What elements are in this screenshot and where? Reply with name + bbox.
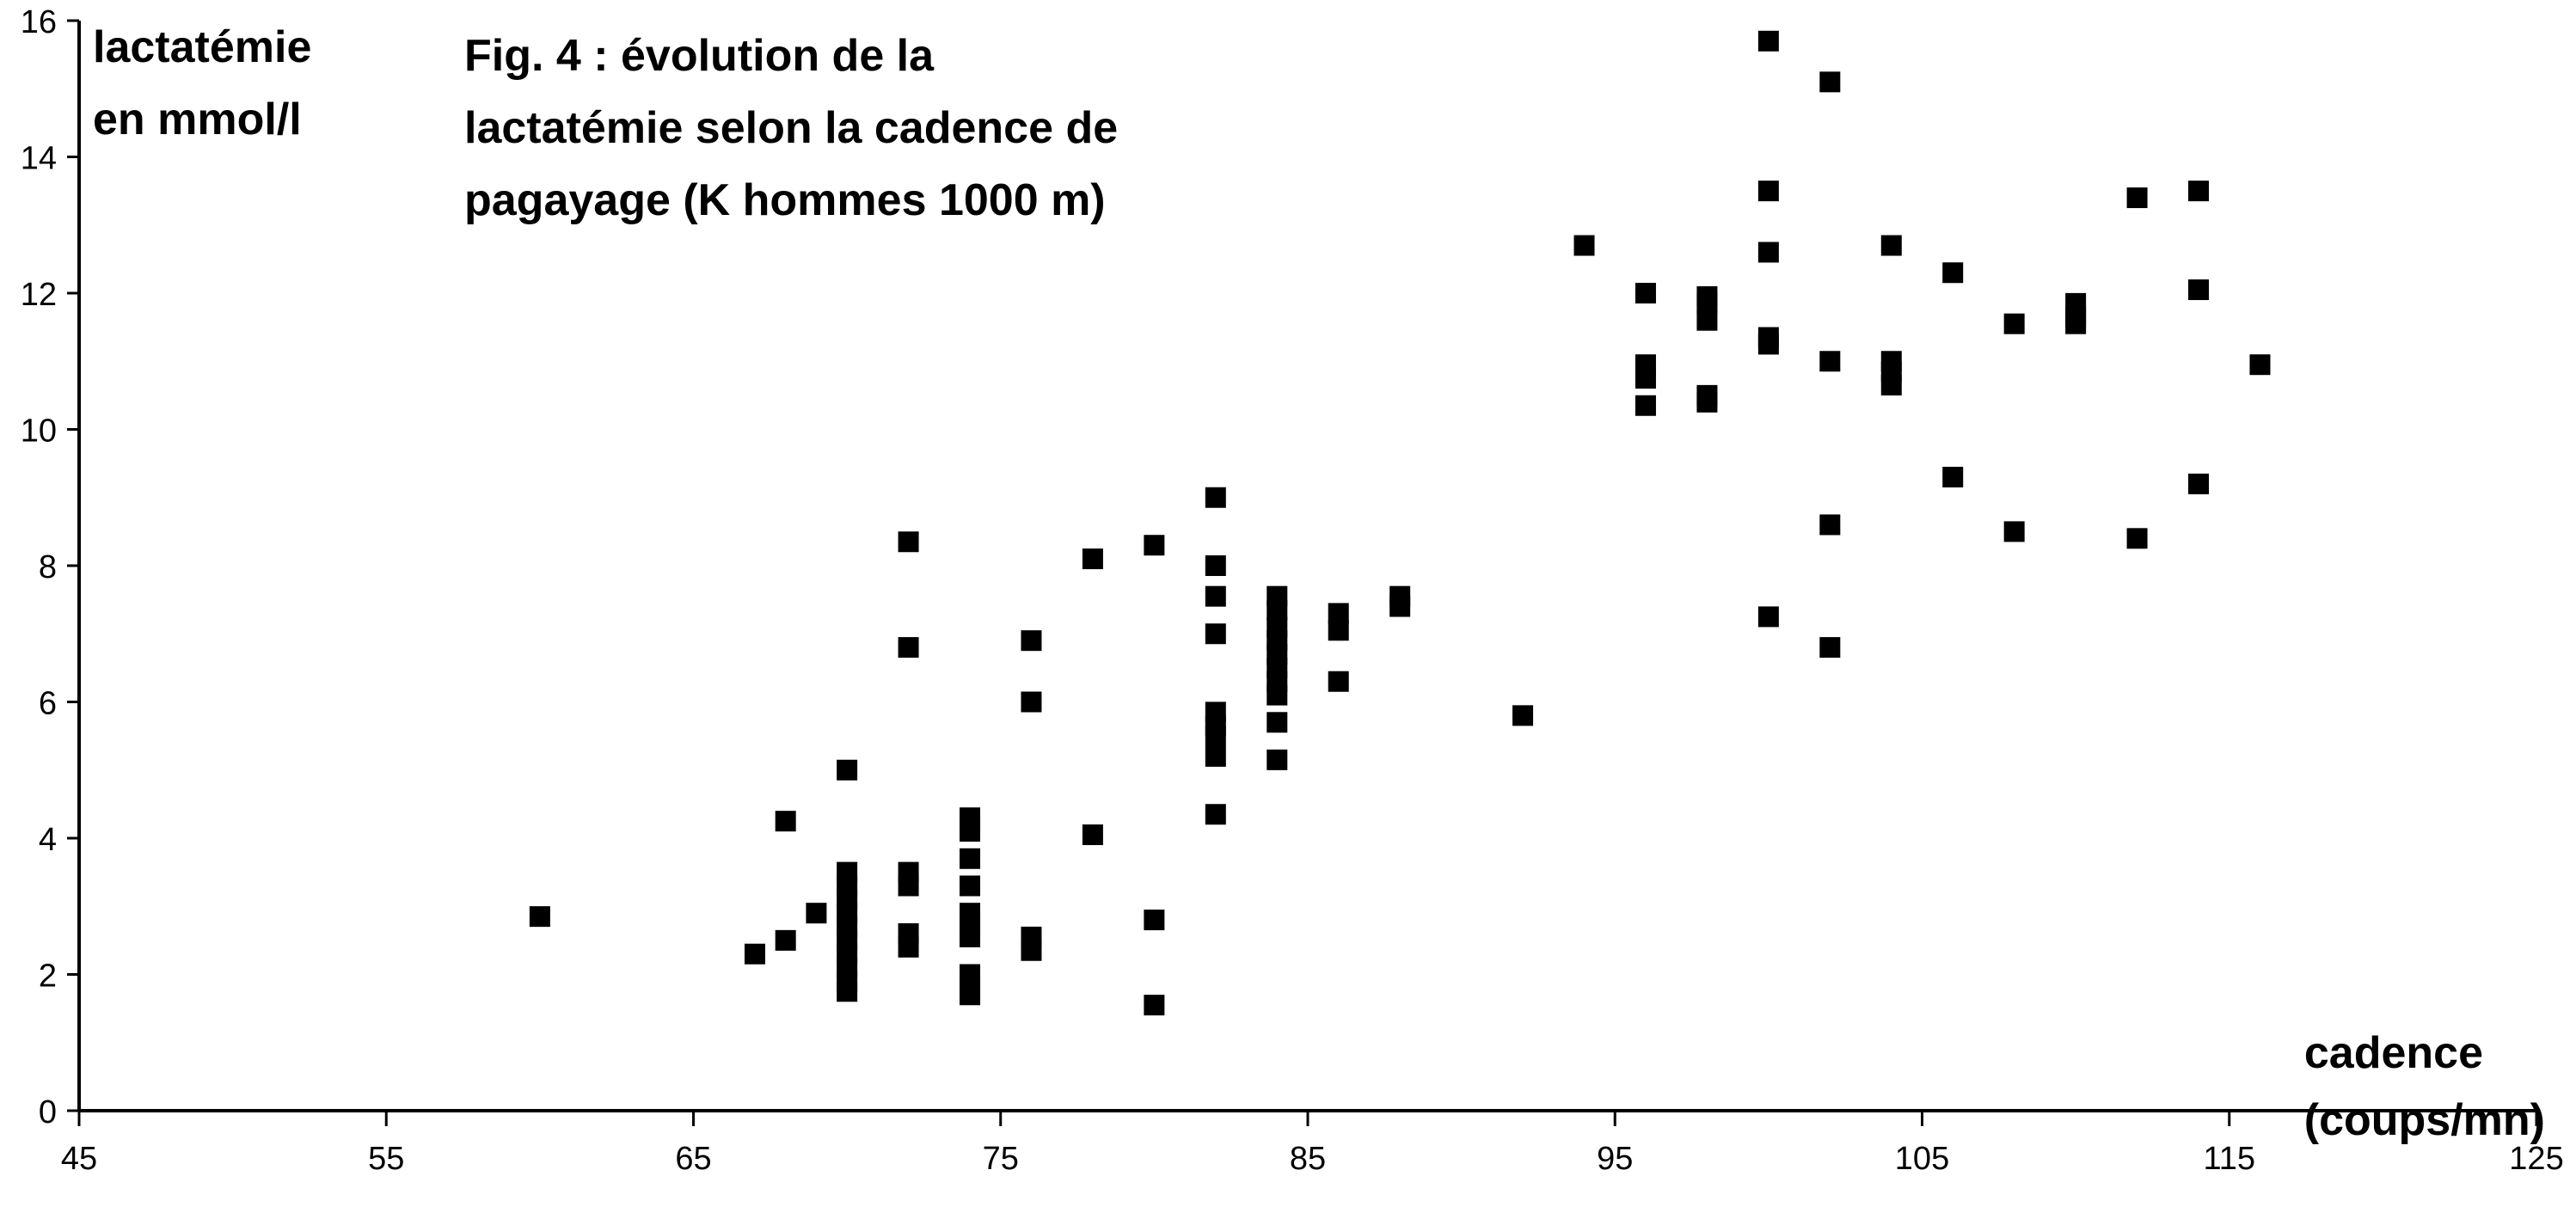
x-tick-label: 45 <box>61 1141 97 1177</box>
x-tick-label: 125 <box>2509 1141 2563 1177</box>
chart-title-line-1: Fig. 4 : évolution de la <box>464 31 935 81</box>
data-point <box>1819 351 1841 372</box>
data-point <box>2249 354 2271 376</box>
data-point <box>2126 187 2148 209</box>
data-point <box>898 875 919 897</box>
x-ticks: 45 55 65 75 85 95 105 115 125 <box>61 1111 2564 1177</box>
data-point <box>1267 712 1288 733</box>
data-point <box>1880 374 1902 395</box>
y-tick-label: 6 <box>39 686 57 722</box>
data-point <box>1021 940 1042 961</box>
data-point <box>1696 391 1718 413</box>
data-point <box>1267 749 1288 770</box>
x-axis-label-line-2: (coups/mn) <box>2304 1095 2545 1145</box>
data-point <box>1942 466 1964 487</box>
data-point <box>1819 71 1841 93</box>
data-point <box>837 759 858 781</box>
data-point <box>837 981 858 1002</box>
data-point <box>1757 242 1779 263</box>
data-point <box>1328 620 1349 641</box>
data-point <box>898 936 919 958</box>
data-point <box>806 903 827 924</box>
data-point <box>1267 684 1288 706</box>
x-tick-label: 75 <box>983 1141 1019 1177</box>
data-point <box>1205 623 1226 645</box>
data-point <box>775 929 796 951</box>
data-point <box>960 848 981 869</box>
y-tick-label: 10 <box>21 414 57 450</box>
data-point <box>1512 705 1534 726</box>
data-point <box>1205 745 1226 767</box>
data-point <box>2126 528 2148 549</box>
data-point <box>1205 726 1226 747</box>
data-point <box>960 821 981 842</box>
data-point <box>1757 30 1779 52</box>
data-point <box>1021 630 1042 652</box>
data-point <box>1205 585 1226 607</box>
data-point <box>2003 313 2025 334</box>
data-point <box>898 531 919 553</box>
data-point <box>1696 309 1718 331</box>
chart-title-line-3: pagayage (K hommes 1000 m) <box>464 175 1106 225</box>
data-point <box>1635 368 1656 389</box>
data-point <box>1635 283 1656 303</box>
data-point <box>1757 181 1779 202</box>
data-point <box>1757 334 1779 355</box>
data-point <box>960 984 981 1006</box>
data-point <box>1573 235 1595 256</box>
y-tick-label: 16 <box>21 4 57 40</box>
data-points <box>529 30 2271 1016</box>
y-tick-label: 2 <box>39 959 57 995</box>
x-tick-label: 85 <box>1290 1141 1326 1177</box>
x-tick-label: 65 <box>675 1141 711 1177</box>
data-point <box>960 875 981 897</box>
data-point <box>1819 514 1841 536</box>
data-point <box>1021 691 1042 713</box>
data-point <box>1082 824 1103 846</box>
data-point <box>2188 279 2210 301</box>
data-point <box>1144 535 1165 556</box>
data-point <box>1635 395 1656 416</box>
data-point <box>1082 548 1103 570</box>
data-point <box>1205 804 1226 825</box>
data-point <box>1328 671 1349 692</box>
data-point <box>960 926 981 947</box>
chart-title-line-2: lactatémie selon la cadence de <box>464 103 1118 153</box>
data-point <box>2188 473 2210 494</box>
data-point <box>529 906 550 928</box>
y-ticks: 0 2 4 6 8 10 12 14 16 <box>21 4 79 1130</box>
data-point <box>1144 910 1165 931</box>
data-point <box>1942 262 1964 284</box>
x-tick-label: 95 <box>1597 1141 1633 1177</box>
data-point <box>2065 313 2087 334</box>
y-tick-label: 8 <box>39 549 57 585</box>
data-point <box>1880 235 1902 256</box>
y-axis-label-line-1: lactatémie <box>93 22 311 72</box>
axes <box>77 21 2536 1112</box>
x-tick-label: 105 <box>1895 1141 1949 1177</box>
x-tick-label: 55 <box>368 1141 404 1177</box>
data-point <box>898 637 919 659</box>
y-tick-label: 4 <box>39 822 57 858</box>
data-point <box>1205 555 1226 576</box>
data-point <box>1144 995 1165 1016</box>
data-point <box>2188 181 2210 202</box>
data-point <box>2003 521 2025 542</box>
x-tick-label: 115 <box>2203 1141 2255 1177</box>
y-tick-label: 0 <box>39 1094 57 1130</box>
data-point <box>1757 606 1779 628</box>
data-point <box>1205 487 1226 508</box>
y-tick-label: 12 <box>21 277 57 313</box>
x-axis-label-line-1: cadence <box>2304 1028 2483 1078</box>
data-point <box>744 943 765 965</box>
data-point <box>775 811 796 832</box>
data-point <box>1819 637 1841 659</box>
data-point <box>1389 596 1411 617</box>
y-axis-label-line-2: en mmol/l <box>93 95 302 144</box>
y-tick-label: 14 <box>21 141 57 177</box>
